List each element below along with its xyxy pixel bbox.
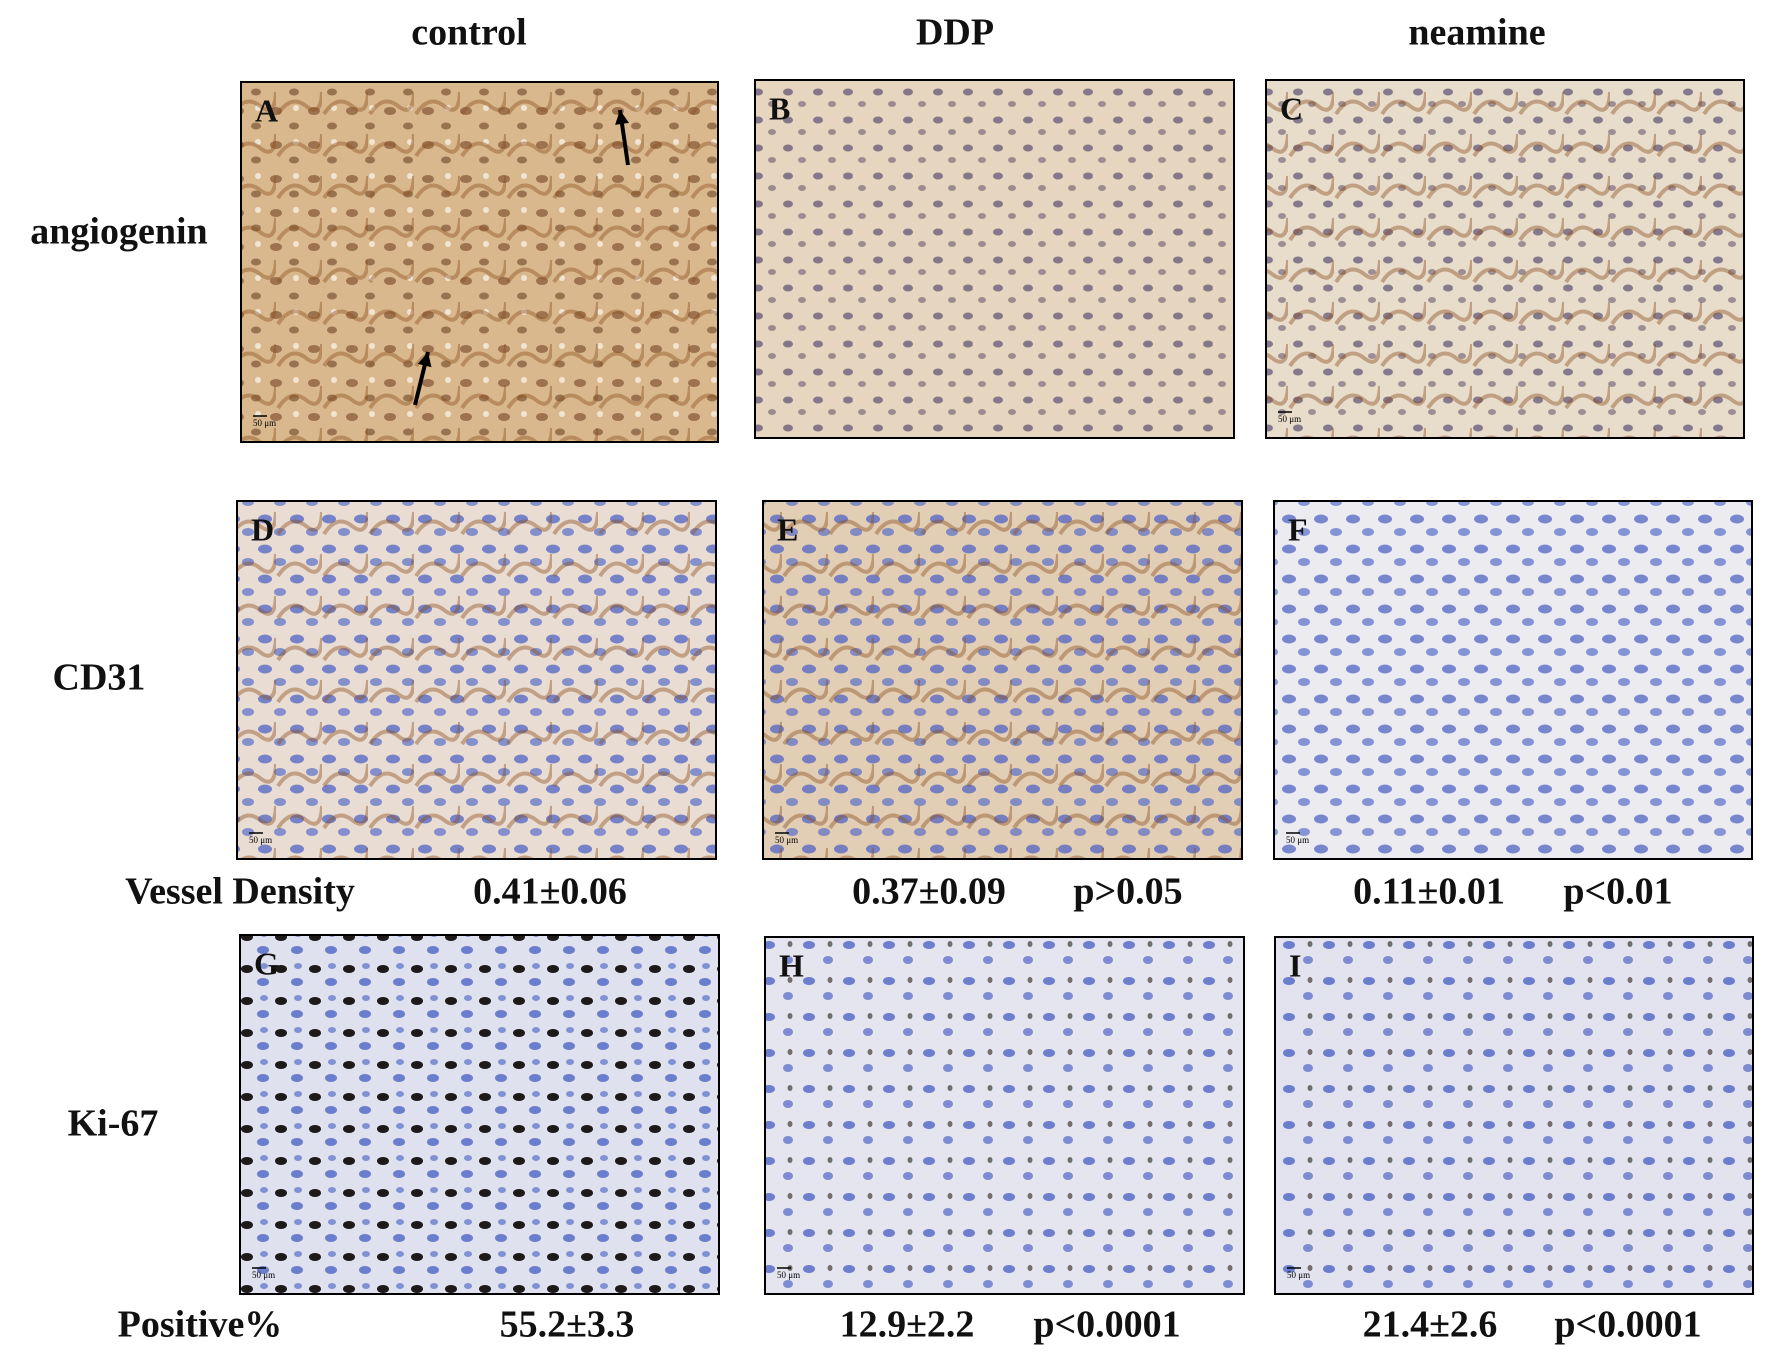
panel-texture — [240, 935, 719, 1294]
row-label: Ki-67 — [68, 1103, 159, 1145]
panel-stain — [237, 501, 716, 859]
panel-letter: I — [1289, 947, 1301, 983]
stat-value: 0.41±0.06 — [473, 871, 627, 913]
micrograph-panel: E 50 μm — [762, 500, 1243, 860]
column-header: DDP — [916, 12, 994, 54]
panel-stain — [1266, 80, 1744, 438]
micrograph-panel: D 50 μm — [236, 500, 717, 860]
stat-value: 55.2±3.3 — [500, 1304, 635, 1346]
p-value: p>0.05 — [1073, 871, 1182, 913]
panel-border — [239, 934, 720, 1295]
micrograph-panel: I 50 μm — [1274, 936, 1754, 1295]
panel-border — [1274, 936, 1754, 1295]
scale-label: 50 μm — [777, 1270, 800, 1280]
scale-label: 50 μm — [1286, 835, 1309, 845]
panel-letter: C — [1280, 90, 1303, 126]
panel-letter: B — [769, 90, 790, 126]
panel-border — [762, 500, 1243, 860]
micrograph-panel: A 50 μm — [240, 81, 719, 443]
panel-texture — [1274, 501, 1752, 859]
scale-label: 50 μm — [775, 835, 798, 845]
panel-letter: F — [1288, 511, 1308, 547]
stat-label: Positive% — [118, 1304, 283, 1346]
micrograph-panel: B — [754, 79, 1235, 439]
panel-letter: E — [777, 511, 798, 547]
micrograph-panel: G 50 μm — [239, 934, 720, 1295]
arrow-head — [615, 110, 629, 125]
panels: A 50 μm B C 50 μm D 50 μm E 50 μm F 50 μm G 50 μm H 50… — [236, 79, 1754, 1295]
panel-letter: G — [254, 945, 279, 981]
scale-label: 50 μm — [253, 418, 276, 428]
panel-border — [754, 79, 1235, 439]
column-header: control — [411, 12, 526, 54]
p-value: p<0.01 — [1563, 871, 1672, 913]
panel-texture — [755, 80, 1234, 438]
row-label: angiogenin — [30, 211, 207, 253]
panel-border — [240, 81, 719, 443]
panel-letter: H — [779, 947, 804, 983]
scale-label: 50 μm — [249, 835, 272, 845]
column-header: neamine — [1408, 12, 1545, 54]
panel-border — [764, 936, 1245, 1295]
panel-border — [1265, 79, 1745, 439]
panel-texture — [765, 937, 1244, 1294]
p-value: p<0.0001 — [1033, 1304, 1180, 1346]
micrograph-panel: F 50 μm — [1273, 500, 1753, 860]
micrograph-panel: H 50 μm — [764, 936, 1245, 1295]
scale-label: 50 μm — [252, 1270, 275, 1280]
panel-border — [1273, 500, 1753, 860]
panel-stain — [241, 82, 718, 442]
stat-value: 0.11±0.01 — [1353, 871, 1505, 913]
stat-value: 0.37±0.09 — [852, 871, 1006, 913]
row-label: CD31 — [53, 657, 146, 699]
stat-value: 21.4±2.6 — [1363, 1304, 1498, 1346]
p-value: p<0.0001 — [1554, 1304, 1701, 1346]
scale-label: 50 μm — [1278, 414, 1301, 424]
scale-label: 50 μm — [1287, 1270, 1310, 1280]
panel-letter: D — [251, 511, 274, 547]
arrow-head — [417, 352, 432, 368]
panel-border — [236, 500, 717, 860]
panel-stain — [763, 501, 1242, 859]
stat-value: 12.9±2.2 — [840, 1304, 975, 1346]
panel-texture — [1275, 937, 1753, 1294]
micrograph-panel: C 50 μm — [1265, 79, 1745, 439]
stat-label: Vessel Density — [125, 871, 355, 913]
panel-letter: A — [255, 92, 278, 128]
labels: control DDP neamine angiogenin CD31 Ki-67 Vess… — [30, 12, 1701, 1346]
